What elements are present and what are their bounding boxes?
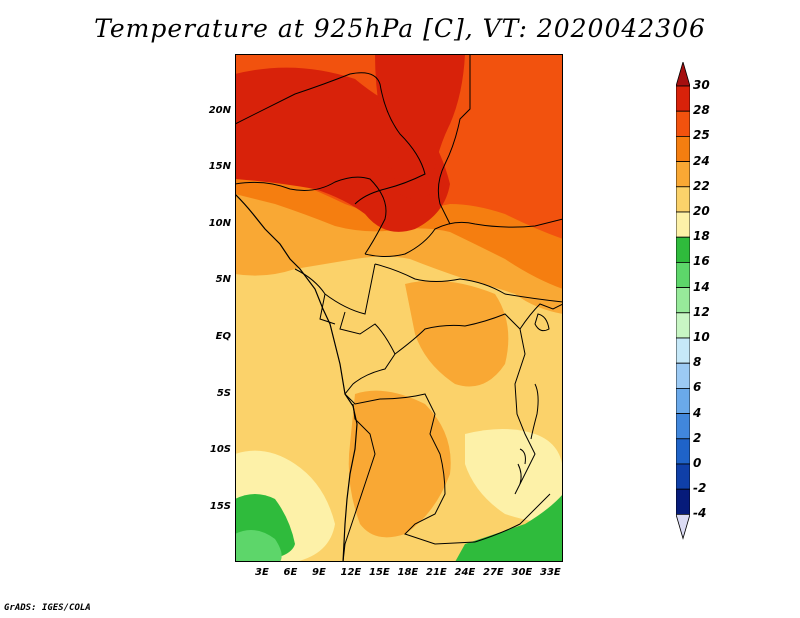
colorbar-tick-label: 24 — [693, 153, 710, 168]
colorbar-segment — [676, 463, 690, 490]
lon-tick-label: 3E — [255, 567, 269, 578]
temp-field-30b — [375, 54, 465, 199]
colorbar-segment — [676, 186, 690, 213]
colorbar-tick-label: 20 — [693, 204, 710, 218]
lat-tick-label: EQ — [215, 331, 231, 342]
grads-credit: GrADS: IGES/COLA — [4, 603, 91, 613]
colorbar-tick-label: 30 — [693, 78, 710, 92]
lat-tick-label: 10S — [209, 444, 231, 455]
colorbar-tick-label: 10 — [693, 330, 710, 344]
colorbar-tick-label: -2 — [693, 481, 707, 496]
lon-tick-label: 24E — [454, 567, 476, 578]
lon-tick-label: 9E — [312, 567, 326, 578]
temp-field-14-sw — [235, 530, 282, 562]
colorbar-segment — [676, 85, 690, 112]
colorbar-tick-label: 28 — [693, 103, 710, 118]
colorbar — [676, 62, 690, 540]
map-title: Temperature at 925hPa [C], VT: 202004230… — [94, 14, 706, 43]
colorbar-tick-label: 14 — [693, 279, 710, 294]
lat-tick-label: 10N — [208, 218, 231, 229]
lon-tick-label: 30E — [511, 567, 533, 578]
lon-tick-label: 15E — [369, 567, 390, 578]
colorbar-segment — [676, 413, 690, 440]
temp-field-24-south — [348, 390, 451, 538]
colorbar-tick-label: 4 — [693, 405, 702, 420]
colorbar-segment — [676, 438, 690, 465]
colorbar-tick-label: -4 — [693, 506, 707, 521]
colorbar-segment — [676, 236, 690, 263]
lake-outlines — [517, 313, 550, 485]
colorbar-top-arrow — [676, 62, 690, 87]
colorbar-tick-label: 12 — [693, 304, 710, 319]
colorbar-tick-label: 25 — [693, 128, 710, 143]
colorbar-segment — [676, 211, 690, 238]
colorbar-tick-label: 22 — [693, 178, 710, 193]
lat-tick-label: 15S — [209, 501, 231, 512]
lat-tick-label: 20N — [208, 105, 231, 116]
colorbar-segment — [676, 110, 690, 137]
colorbar-tick-label: 8 — [693, 355, 702, 370]
lon-tick-label: 33E — [540, 567, 561, 578]
colorbar-segment — [676, 312, 690, 339]
colorbar-tick-label: 16 — [693, 254, 710, 269]
lat-tick-label: 5N — [215, 274, 231, 285]
temperature-map — [235, 54, 563, 562]
colorbar-tick-label: 2 — [693, 430, 702, 445]
colorbar-tick-label: 0 — [693, 456, 702, 470]
temp-field-22-se — [465, 429, 563, 524]
colorbar-bottom-arrow — [676, 513, 690, 540]
lon-tick-label: 27E — [483, 567, 504, 578]
lat-tick-label: 5S — [216, 388, 231, 399]
lon-tick-label: 21E — [426, 567, 447, 578]
colorbar-segment — [676, 161, 690, 188]
colorbar-segment — [676, 136, 690, 163]
colorbar-segment — [676, 362, 690, 389]
coastline — [235, 193, 358, 562]
colorbar-tick-label: 6 — [693, 380, 702, 395]
colorbar-tick-label: 18 — [693, 229, 710, 244]
temp-field-24-east — [405, 280, 509, 387]
colorbar-segment — [676, 287, 690, 314]
temp-field-16-se — [455, 494, 563, 562]
colorbar-segment — [676, 387, 690, 414]
lon-tick-label: 12E — [340, 567, 362, 578]
lat-tick-label: 15N — [208, 161, 231, 172]
map-border — [235, 54, 563, 562]
colorbar-segment — [676, 261, 690, 288]
colorbar-segment — [676, 337, 690, 364]
colorbar-segment — [676, 488, 690, 515]
lon-tick-label: 18E — [397, 567, 419, 578]
lon-tick-label: 6E — [283, 567, 298, 578]
country-borders — [235, 54, 563, 562]
